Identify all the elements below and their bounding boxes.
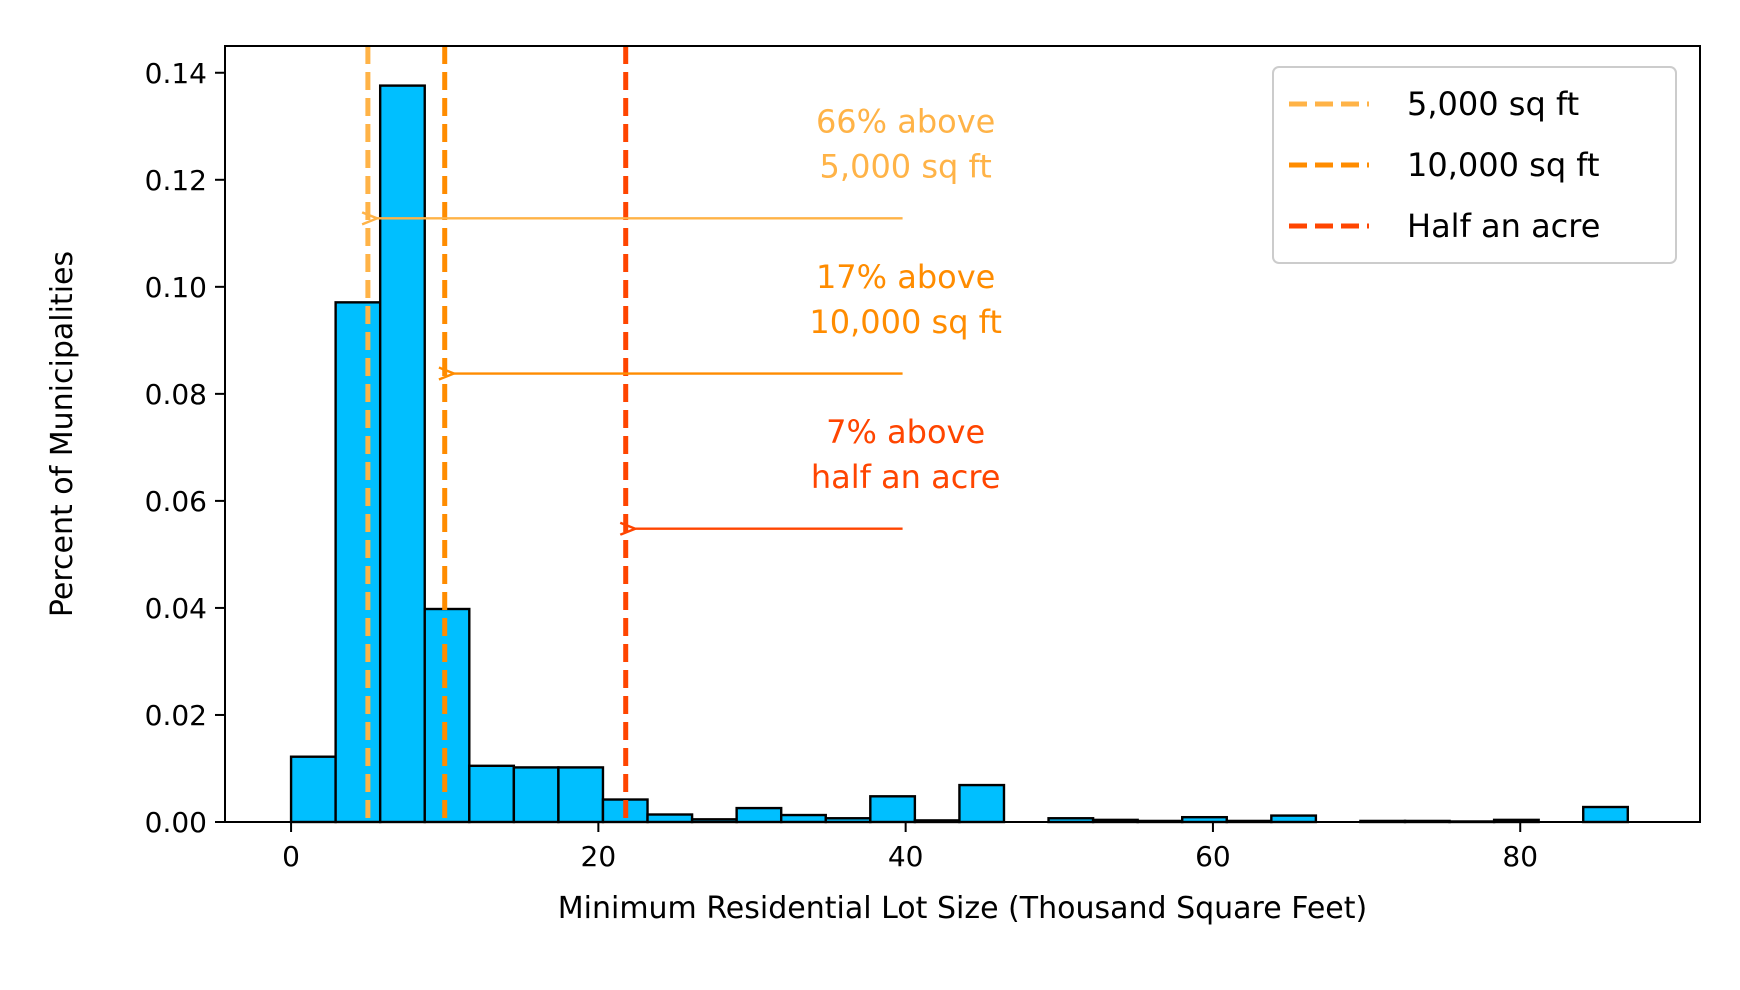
legend: 5,000 sq ft 10,000 sq ft Half an acre (1272, 66, 1677, 264)
annotation-2-line-1: half an acre (811, 458, 1001, 496)
axes: 0 20 40 60 80 0.00 0.02 0.04 0.06 0.08 0.10 0.12 0.1… (45, 45, 1701, 926)
histogram-bar-15 (958, 783, 1006, 824)
histogram-bar-2 (378, 84, 426, 824)
plot-frame (224, 45, 1701, 823)
x-axis-label: Minimum Residential Lot Size (Thousand S… (558, 891, 1367, 926)
histogram-bar-10 (735, 806, 783, 824)
y-axis-label: Percent of Municipalities (45, 251, 80, 617)
y-tick-label-6: 0.12 (145, 164, 207, 197)
histogram-bar-13 (869, 795, 917, 824)
x-tick-label-0: 0 (282, 840, 300, 873)
legend-entry-2: Half an acre (1407, 207, 1600, 245)
histogram-bar-1 (334, 301, 382, 824)
legend-entry-0: 5,000 sq ft (1407, 85, 1579, 123)
y-tick-label-4: 0.08 (145, 378, 207, 411)
histogram-bar-11 (779, 813, 827, 824)
legend-box (1272, 66, 1677, 264)
annotation-0-line-1: 5,000 sq ft (820, 148, 992, 186)
histogram-bar-4 (468, 764, 516, 824)
annotation-2-line-0: 7% above (826, 413, 985, 451)
x-tick-label-2: 40 (888, 840, 924, 873)
y-tick-label-5: 0.10 (145, 271, 207, 304)
annotation-1-line-1: 10,000 sq ft (809, 303, 1002, 341)
histogram-bar-0 (289, 755, 337, 824)
y-tick-label-1: 0.02 (145, 699, 207, 732)
y-tick-label-0: 0.00 (145, 806, 207, 839)
legend-entry-1: 10,000 sq ft (1407, 146, 1600, 184)
annotations: 66% above 5,000 sq ft 17% above 10,000 sq f… (377, 103, 1002, 529)
annotation-1-line-0: 17% above (816, 258, 995, 296)
histogram-bars (289, 84, 1629, 824)
histogram-bar-8 (646, 813, 694, 824)
x-tick-label-1: 20 (581, 840, 617, 873)
x-tick-label-4: 80 (1502, 840, 1538, 873)
annotation-0-line-0: 66% above (816, 103, 995, 141)
x-tick-label-3: 60 (1195, 840, 1231, 873)
histogram-bar-6 (557, 766, 605, 824)
y-tick-label-7: 0.14 (145, 57, 207, 90)
histogram-bar-5 (512, 766, 560, 824)
y-tick-label-2: 0.04 (145, 592, 207, 625)
histogram-bar-29 (1582, 805, 1629, 824)
y-tick-label-3: 0.06 (145, 485, 207, 518)
